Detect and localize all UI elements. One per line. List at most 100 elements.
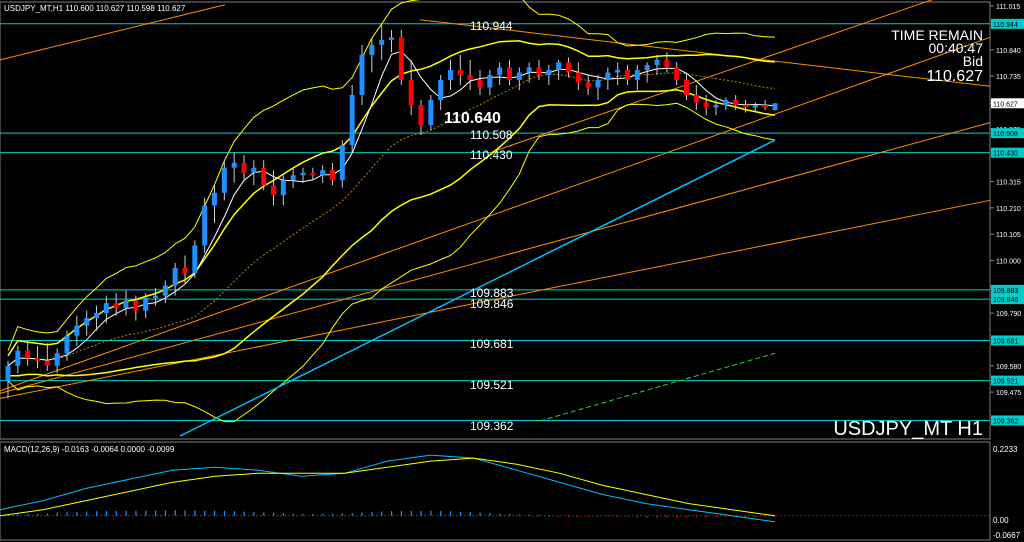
candle-body[interactable] bbox=[202, 205, 207, 245]
candle-body[interactable] bbox=[350, 95, 355, 145]
candle-body[interactable] bbox=[743, 105, 748, 108]
candle-body[interactable] bbox=[635, 70, 640, 80]
candle-body[interactable] bbox=[271, 185, 276, 195]
candle-body[interactable] bbox=[605, 72, 610, 80]
candle-body[interactable] bbox=[6, 366, 11, 381]
price-tick-label: 109.790 bbox=[996, 311, 1021, 318]
candle-body[interactable] bbox=[458, 70, 463, 75]
candle-body[interactable] bbox=[222, 168, 227, 193]
candle-body[interactable] bbox=[556, 62, 561, 70]
macd-label: MACD(12,26,9) -0.0163 -0.0064 0.0000 -0.… bbox=[4, 445, 175, 454]
candle-body[interactable] bbox=[143, 298, 148, 311]
candle-body[interactable] bbox=[625, 70, 630, 80]
macd-histogram-bar bbox=[224, 511, 225, 516]
candle-body[interactable] bbox=[65, 336, 70, 354]
candle-body[interactable] bbox=[438, 80, 443, 100]
candle-body[interactable] bbox=[497, 67, 502, 75]
candle-body[interactable] bbox=[694, 95, 699, 103]
candle-body[interactable] bbox=[94, 313, 99, 318]
macd-histogram-bar bbox=[57, 512, 58, 515]
candle-body[interactable] bbox=[645, 65, 650, 70]
candle-body[interactable] bbox=[369, 45, 374, 55]
candle-body[interactable] bbox=[232, 163, 237, 168]
candle-body[interactable] bbox=[389, 37, 394, 40]
level-label-110944: 110.944 bbox=[470, 19, 513, 33]
candle-body[interactable] bbox=[242, 163, 247, 173]
candle-body[interactable] bbox=[753, 105, 758, 108]
candle-body[interactable] bbox=[84, 318, 89, 326]
candle-body[interactable] bbox=[320, 170, 325, 175]
candle-body[interactable] bbox=[173, 268, 178, 286]
candle-body[interactable] bbox=[291, 175, 296, 180]
candle-body[interactable] bbox=[310, 173, 315, 176]
candle-body[interactable] bbox=[153, 296, 158, 299]
macd-histogram-bar bbox=[312, 514, 313, 516]
candle-body[interactable] bbox=[674, 67, 679, 80]
candle-body[interactable] bbox=[409, 80, 414, 105]
candle-body[interactable] bbox=[714, 105, 719, 108]
candle-body[interactable] bbox=[251, 168, 256, 173]
candle-body[interactable] bbox=[74, 326, 79, 336]
macd-histogram-bar bbox=[391, 511, 392, 516]
candle-body[interactable] bbox=[163, 286, 168, 296]
candle-body[interactable] bbox=[537, 67, 542, 75]
macd-histogram-bar bbox=[27, 514, 28, 516]
candle-body[interactable] bbox=[45, 361, 50, 366]
candle-body[interactable] bbox=[586, 82, 591, 87]
candle-body[interactable] bbox=[399, 37, 404, 80]
macd-histogram-bar bbox=[204, 511, 205, 516]
candle-body[interactable] bbox=[301, 173, 306, 176]
macd-histogram-bar bbox=[578, 516, 579, 517]
candle-body[interactable] bbox=[763, 105, 768, 108]
candle-body[interactable] bbox=[655, 60, 660, 65]
macd-histogram-bar bbox=[657, 516, 658, 518]
candle-body[interactable] bbox=[35, 358, 40, 361]
candle-body[interactable] bbox=[576, 72, 581, 82]
candle-body[interactable] bbox=[468, 75, 473, 80]
candle-body[interactable] bbox=[615, 70, 620, 73]
candle-body[interactable] bbox=[507, 67, 512, 80]
candle-body[interactable] bbox=[192, 245, 197, 273]
candle-body[interactable] bbox=[527, 67, 532, 72]
candle-body[interactable] bbox=[478, 80, 483, 88]
macd-histogram-bar bbox=[480, 513, 481, 516]
candle-body[interactable] bbox=[281, 180, 286, 195]
candle-body[interactable] bbox=[330, 170, 335, 180]
candle-body[interactable] bbox=[773, 103, 778, 110]
level-label-110430: 110.430 bbox=[470, 148, 513, 162]
candle-body[interactable] bbox=[183, 268, 188, 273]
macd-histogram-bar bbox=[342, 513, 343, 515]
level-label-109846: 109.846 bbox=[470, 297, 514, 311]
candle-body[interactable] bbox=[487, 75, 492, 88]
candle-body[interactable] bbox=[517, 72, 522, 80]
candle-body[interactable] bbox=[566, 62, 571, 72]
macd-histogram-bar bbox=[421, 511, 422, 516]
candle-body[interactable] bbox=[261, 168, 266, 186]
candle-body[interactable] bbox=[704, 103, 709, 108]
candle-body[interactable] bbox=[55, 353, 60, 366]
candle-body[interactable] bbox=[124, 301, 129, 309]
candle-body[interactable] bbox=[723, 100, 728, 105]
candle-body[interactable] bbox=[360, 55, 365, 95]
macd-histogram-bar bbox=[558, 516, 559, 517]
chart-watermark: USDJPY_MT H1 bbox=[833, 418, 983, 440]
candle-body[interactable] bbox=[379, 40, 384, 45]
candle-body[interactable] bbox=[428, 100, 433, 125]
candle-body[interactable] bbox=[212, 193, 217, 206]
candle-body[interactable] bbox=[15, 351, 20, 366]
candle-body[interactable] bbox=[664, 60, 669, 68]
candle-body[interactable] bbox=[546, 70, 551, 75]
macd-histogram-bar bbox=[460, 512, 461, 516]
candle-body[interactable] bbox=[114, 303, 119, 308]
candle-body[interactable] bbox=[25, 351, 30, 359]
candle-body[interactable] bbox=[448, 70, 453, 80]
candle-body[interactable] bbox=[133, 301, 138, 311]
candle-body[interactable] bbox=[340, 145, 345, 180]
macd-histogram-bar bbox=[17, 514, 18, 516]
candle-body[interactable] bbox=[104, 303, 109, 313]
candle-body[interactable] bbox=[684, 80, 689, 95]
candle-body[interactable] bbox=[733, 100, 738, 105]
candle-body[interactable] bbox=[596, 80, 601, 88]
candle-body[interactable] bbox=[419, 105, 424, 125]
